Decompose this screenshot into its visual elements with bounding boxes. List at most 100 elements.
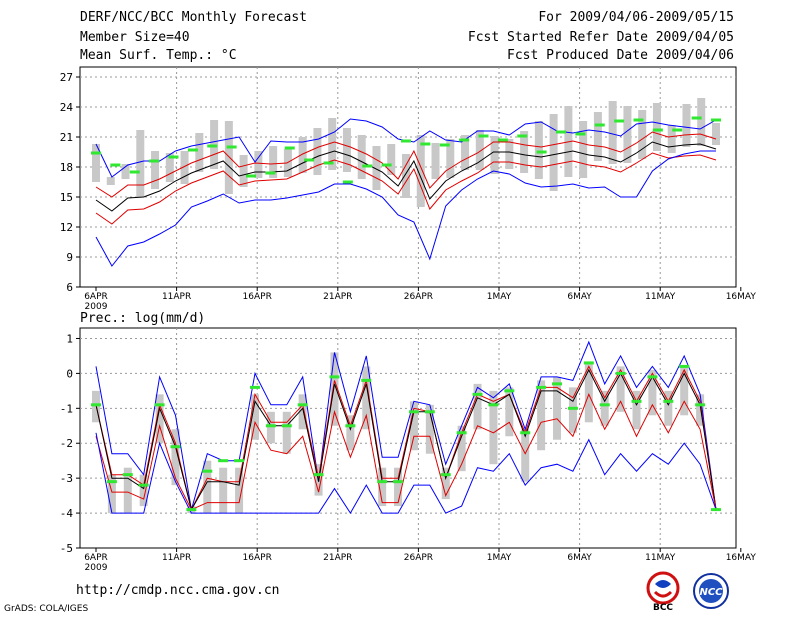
panel2-lower-line [95,392,717,511]
panel1-median-mark [110,163,121,167]
panel1-spread-box [195,133,204,172]
panel1-xtick-label: 11MAY [645,292,676,302]
panel1-min-line [95,150,716,267]
panel2-spread-box [330,352,339,426]
panel2-spread-box [203,460,212,514]
panel2-median-mark [647,375,658,379]
panel1-median-mark [652,128,663,132]
panel2-spread-box [425,404,434,454]
panel2-median-mark [202,469,213,473]
panel1-spread-box [372,146,381,190]
ncc-logo: NCC [693,573,729,609]
panel1-spread-box [431,143,440,179]
panel2-median-mark [472,392,483,396]
panel2-median-mark [345,424,356,428]
panel2-spread-box [378,467,387,507]
panel1-median-mark [536,150,547,154]
source-url[interactable]: http://cmdp.ncc.cma.gov.cn [76,583,280,598]
panel1-spread-box [593,112,602,161]
panel1-spread-box [239,155,248,187]
panel1-spread-box [92,144,100,182]
panel1-median-mark [556,130,566,134]
panel2-median-mark [234,459,245,463]
panel1-median-mark [226,145,237,149]
panel2-median-mark [249,385,260,389]
panel2-xtick-label: 16APR [243,553,272,563]
panel1-spread-box [298,137,307,173]
panel1-median-mark [401,139,411,143]
panel2-xtick-label: 11APR [162,553,191,563]
panel1-spread-box [652,103,661,151]
panel1-median-mark [691,116,702,120]
panel1-median-mark [459,138,470,142]
panel2-median-mark [297,403,308,407]
panel1-spread-box [608,101,617,164]
prec-variable-label: Prec.: log(mm/d) [80,311,206,326]
panel1-spread-box [342,128,351,172]
panel2-median-mark [599,403,610,407]
ncc-logo-text: NCC [699,587,723,598]
panel1-spread-box [402,154,410,198]
panel1-spread-box [313,128,322,175]
panel2-year-label: 2009 [85,563,108,573]
panel2-xtick-label: 11MAY [645,553,676,563]
grads-credit: GrADS: COLA/IGES [4,604,89,614]
panel2-spread-box [171,429,180,486]
panel1-ytick-label: 24 [60,101,74,114]
panel1-spread-box [224,121,233,194]
panel1-upper-line [95,131,717,198]
panel1-spread-box [579,121,588,178]
panel1-xtick-label: 6MAY [567,292,592,302]
panel1-median-mark [342,180,353,184]
panel2-spread-box [346,415,355,451]
panel1-median-mark [91,151,101,155]
panel1-ytick-label: 18 [60,161,73,174]
panel2-spread-box [696,394,705,426]
forecast-produced-label: Fcst Produced Date 2009/04/06 [507,48,734,63]
panel2-median-mark [583,361,594,365]
panel2-median-mark [488,403,499,407]
panel1-median-mark [323,161,334,165]
panel1-median-mark [478,134,489,138]
panel2-median-mark [456,431,467,435]
panel2-median-mark [615,371,626,375]
panel1-spread-box [283,149,292,177]
member-size-label: Member Size=40 [80,30,190,45]
panel2-spread-box [568,387,577,433]
panel2-median-mark [536,385,547,389]
panel1-xtick-label: 26APR [404,292,433,302]
panel1-spread-box [682,104,691,147]
panel2-max-line [95,340,717,510]
panel1-xtick-label: 16APR [243,292,272,302]
panel2-median-mark [361,378,372,382]
panel2-upper-line [95,365,717,512]
panel2-median-mark [695,403,706,407]
panel1-median-mark [129,170,140,174]
panel1-median-mark [420,142,431,146]
panel2-median-mark [329,375,340,379]
panel1-ytick-label: 9 [66,251,73,264]
panel1-spread-box [461,135,470,170]
panel2-xtick-label: 6APR [84,553,108,563]
panel2-spread-box [139,474,148,507]
panel2-spread-box [632,390,641,430]
panel2-spread-box [680,366,689,416]
panel2-median-mark [424,410,435,414]
panel1-xtick-label: 11APR [162,292,191,302]
panel2-spread-box [616,366,625,412]
panel2-spread-box [553,376,562,440]
panel1-spread-box [328,118,337,170]
panel2-ytick-label: -1 [60,402,73,415]
panel2-spread-box [250,394,259,440]
panel2-spread-box [457,425,466,472]
panel1-spread-box [549,114,558,191]
panel1-spread-box [180,151,189,184]
panel1-xtick-label: 1MAY [487,292,512,302]
panel1-median-mark [497,138,508,142]
panel1-spread-box [475,130,484,170]
panel2-spread-box [600,390,609,426]
panel1-spread-box [505,139,514,169]
panel2-spread-box [409,401,418,451]
panel1-spread-box [638,110,647,159]
